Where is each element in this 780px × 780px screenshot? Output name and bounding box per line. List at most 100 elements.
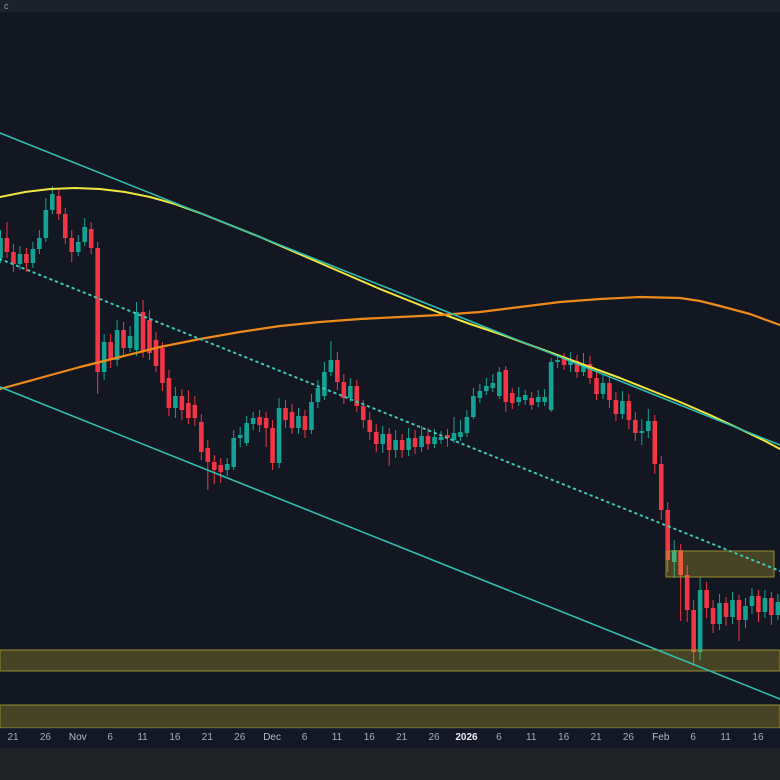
candle-down — [218, 465, 224, 472]
candle-down — [509, 393, 515, 403]
candle-up — [555, 360, 560, 362]
x-axis-label: 6 — [690, 732, 696, 743]
candle-down — [633, 420, 638, 433]
candle-up — [522, 395, 528, 400]
candle-up — [451, 433, 457, 440]
x-axis-label: 16 — [558, 732, 570, 743]
candle-up — [419, 436, 424, 447]
candle-down — [373, 432, 379, 444]
candle-down — [257, 417, 262, 425]
chart-pane[interactable] — [0, 12, 780, 728]
candle-up — [497, 372, 502, 396]
candle-down — [302, 416, 308, 430]
candle-down — [529, 398, 534, 405]
candle-up — [477, 391, 483, 398]
candle-up — [535, 397, 541, 402]
channel-mid[interactable] — [0, 258, 780, 572]
candle-up — [438, 437, 444, 440]
candle-down — [263, 418, 269, 428]
candle-down — [756, 596, 761, 612]
candle-down — [289, 412, 295, 428]
candle-up — [173, 396, 178, 408]
candle-up — [730, 600, 735, 617]
candle-up — [471, 396, 476, 417]
candle-down — [736, 600, 742, 620]
candle-up — [646, 421, 651, 431]
x-axis-label: 6 — [301, 732, 308, 743]
x-axis-label: 6 — [107, 732, 113, 743]
resistance-flip-box[interactable] — [665, 550, 775, 578]
candle-down — [95, 248, 100, 372]
candle-down — [341, 382, 347, 398]
candle-up — [322, 372, 327, 396]
channel-lower[interactable] — [0, 386, 780, 700]
x-axis-label: 21 — [396, 732, 408, 743]
candle-up — [114, 330, 120, 360]
candle-up — [548, 362, 554, 410]
candle-down — [425, 436, 431, 444]
candle-down — [412, 438, 418, 447]
time-axis[interactable]: 21 26 Nov 6 11 16 21 26 Dec 6 11 16 21 26 2026 6 11 16 21 2… — [0, 728, 780, 748]
candle-up — [348, 386, 353, 398]
candle-down — [658, 464, 664, 510]
candle-up — [743, 606, 748, 620]
yellow-ma[interactable] — [0, 187, 780, 450]
candle-up — [581, 364, 586, 372]
candle-up — [328, 360, 334, 372]
candle-up — [224, 464, 230, 470]
x-axis-label: 6 — [496, 732, 502, 743]
x-axis-label: 21 — [590, 732, 602, 743]
x-axis-label: Feb — [652, 732, 670, 743]
candle-down — [205, 448, 211, 462]
candle-down — [769, 598, 774, 615]
candlestick-chart[interactable] — [0, 12, 780, 728]
candle-down — [211, 462, 217, 470]
x-axis-label: 26 — [39, 732, 51, 743]
orange-ma[interactable] — [0, 295, 780, 391]
candle-down — [367, 420, 373, 432]
support-band-upper[interactable] — [0, 649, 780, 672]
candle-up — [464, 417, 470, 433]
candle-down — [607, 383, 612, 400]
support-band-lower[interactable] — [0, 704, 780, 728]
candle-down — [4, 238, 10, 252]
candle-down — [665, 510, 671, 560]
candle-up — [17, 254, 23, 264]
x-axis-label: 11 — [720, 732, 731, 743]
candle-up — [568, 361, 573, 365]
candle-down — [360, 406, 366, 420]
candle-down — [283, 408, 288, 420]
candle-up — [749, 596, 755, 606]
candle-down — [445, 435, 450, 438]
candle-up — [82, 227, 88, 242]
bottom-strip — [0, 748, 780, 780]
candle-up — [762, 598, 768, 612]
candle-down — [69, 238, 75, 252]
x-axis-label: 16 — [169, 732, 181, 743]
candle-down — [140, 312, 146, 352]
candle-down — [399, 440, 405, 450]
candle-down — [62, 214, 68, 238]
candle-up — [600, 383, 606, 394]
candle-down — [56, 196, 62, 214]
candle-up — [516, 397, 522, 402]
x-axis-label: 26 — [622, 732, 634, 743]
candle-down — [710, 608, 716, 624]
candle-down — [335, 360, 340, 382]
candle-up — [490, 383, 496, 388]
candle-up — [134, 312, 139, 350]
candle-down — [613, 400, 619, 414]
candle-up — [101, 342, 107, 372]
candle-down — [652, 421, 658, 464]
candle-down — [684, 575, 690, 610]
candle-down — [88, 229, 94, 248]
candle-down — [199, 422, 204, 452]
channel-upper[interactable] — [0, 132, 780, 446]
candle-down — [723, 603, 729, 617]
candle-down — [561, 358, 567, 365]
candle-up — [775, 602, 780, 615]
candle-up — [432, 437, 437, 444]
candle-down — [354, 386, 360, 406]
x-axis-label: 26 — [234, 732, 246, 743]
candle-up — [30, 249, 36, 263]
